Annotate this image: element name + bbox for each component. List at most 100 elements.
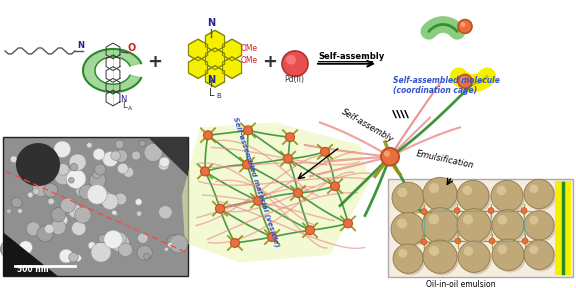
Circle shape (392, 182, 424, 214)
Circle shape (421, 209, 427, 215)
Circle shape (164, 247, 168, 251)
Circle shape (529, 245, 538, 254)
Circle shape (524, 179, 554, 209)
Circle shape (91, 242, 111, 262)
Bar (388, 179, 573, 277)
Circle shape (429, 214, 439, 224)
Circle shape (104, 230, 123, 249)
Circle shape (522, 238, 528, 244)
Circle shape (529, 216, 538, 225)
Circle shape (423, 177, 457, 211)
Circle shape (137, 245, 152, 260)
Circle shape (115, 140, 124, 149)
Circle shape (87, 143, 92, 148)
Circle shape (494, 241, 526, 272)
Circle shape (459, 211, 493, 244)
Circle shape (112, 210, 116, 215)
Circle shape (457, 180, 489, 212)
Circle shape (230, 238, 240, 247)
Circle shape (167, 234, 182, 249)
Text: +: + (147, 53, 162, 71)
Circle shape (491, 180, 523, 212)
Circle shape (422, 208, 458, 243)
Circle shape (1, 240, 19, 258)
Polygon shape (206, 30, 225, 52)
Circle shape (69, 154, 86, 170)
Circle shape (460, 77, 465, 82)
Circle shape (242, 160, 252, 169)
Text: N: N (207, 18, 215, 29)
Circle shape (244, 126, 252, 135)
Circle shape (44, 183, 58, 197)
Circle shape (200, 167, 210, 176)
Circle shape (44, 224, 54, 234)
Circle shape (282, 51, 308, 76)
Circle shape (113, 212, 118, 216)
Text: Pd(II): Pd(II) (284, 75, 304, 84)
Circle shape (69, 253, 78, 262)
Circle shape (88, 242, 96, 249)
Polygon shape (222, 57, 241, 78)
Circle shape (66, 177, 73, 184)
Circle shape (79, 185, 94, 200)
Circle shape (26, 222, 40, 236)
Circle shape (494, 212, 526, 243)
Text: Emulsification: Emulsification (415, 149, 475, 170)
Circle shape (143, 253, 150, 259)
Circle shape (138, 233, 148, 243)
Text: N: N (207, 75, 215, 85)
Circle shape (459, 182, 491, 214)
Circle shape (384, 151, 390, 157)
Circle shape (393, 215, 427, 248)
Circle shape (489, 238, 495, 244)
Circle shape (458, 20, 472, 33)
Circle shape (66, 169, 86, 189)
Circle shape (524, 240, 554, 269)
Circle shape (215, 204, 225, 213)
Circle shape (159, 157, 169, 167)
Circle shape (397, 218, 407, 228)
Circle shape (71, 221, 86, 235)
Circle shape (37, 226, 54, 242)
Text: L: L (122, 101, 127, 110)
Circle shape (69, 204, 82, 218)
Circle shape (421, 239, 427, 245)
Circle shape (119, 243, 132, 257)
Circle shape (529, 184, 538, 193)
Circle shape (267, 233, 276, 242)
Circle shape (98, 234, 107, 243)
Circle shape (460, 243, 492, 274)
Circle shape (123, 167, 134, 177)
Circle shape (60, 198, 75, 213)
Bar (555, 181, 571, 275)
Circle shape (56, 214, 67, 226)
Text: Oil-in-oil emulsion: Oil-in-oil emulsion (426, 280, 495, 288)
Circle shape (425, 179, 459, 213)
Circle shape (89, 172, 106, 188)
Circle shape (454, 208, 460, 214)
Circle shape (74, 255, 81, 262)
Circle shape (6, 209, 12, 214)
Circle shape (423, 240, 457, 273)
Circle shape (425, 242, 459, 275)
Circle shape (158, 206, 172, 219)
Text: A: A (128, 106, 132, 111)
Text: Self-assembled material (vesicle): Self-assembled material (vesicle) (232, 116, 281, 248)
Circle shape (94, 164, 106, 175)
Circle shape (157, 140, 162, 145)
Text: Self-assembly: Self-assembly (340, 107, 395, 144)
Circle shape (305, 226, 314, 235)
Circle shape (24, 248, 29, 253)
Circle shape (33, 188, 39, 194)
Circle shape (331, 182, 339, 191)
Circle shape (463, 186, 472, 195)
Circle shape (70, 163, 78, 171)
Polygon shape (222, 39, 241, 61)
Text: B: B (216, 93, 221, 99)
Circle shape (137, 211, 142, 216)
Polygon shape (206, 48, 225, 70)
Circle shape (458, 241, 490, 272)
Circle shape (526, 242, 556, 271)
Circle shape (464, 247, 473, 256)
Circle shape (493, 182, 525, 214)
